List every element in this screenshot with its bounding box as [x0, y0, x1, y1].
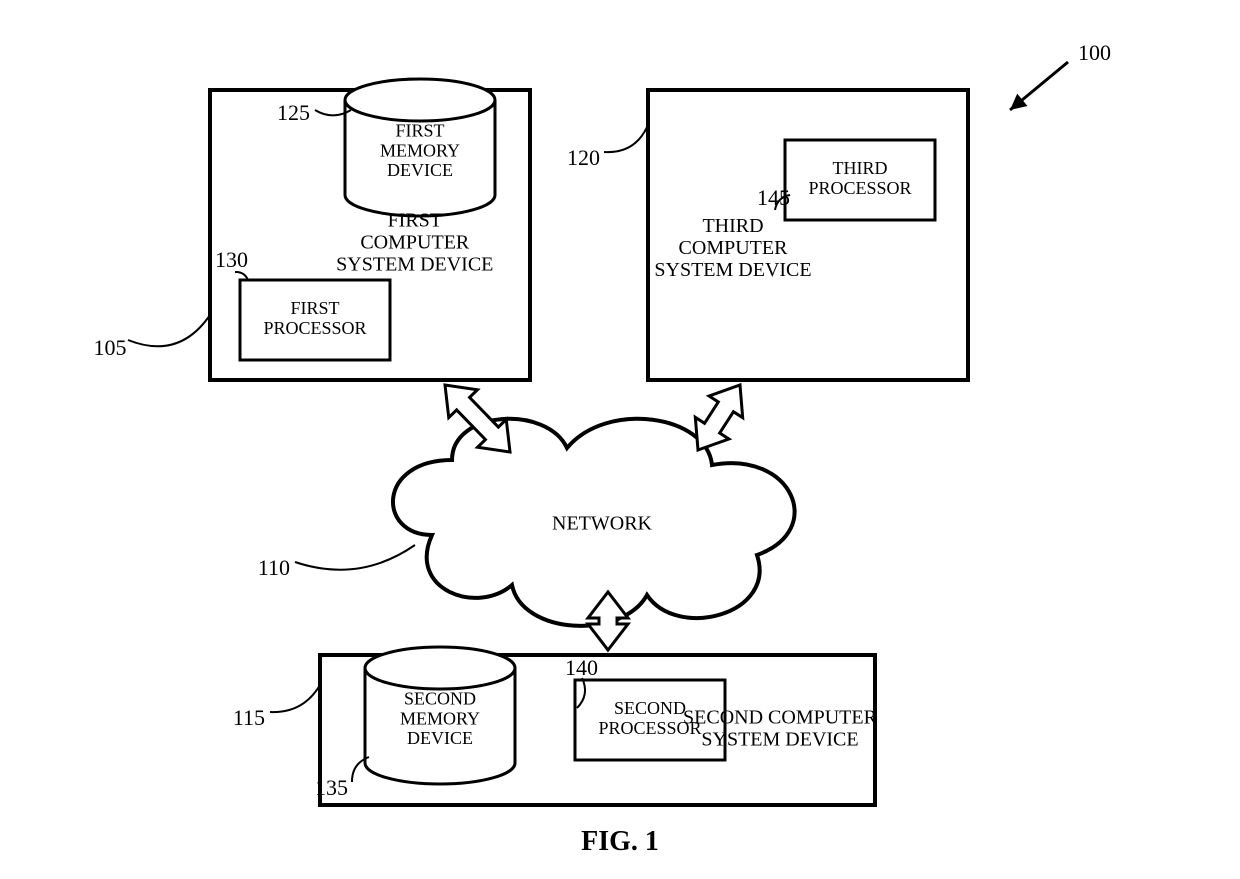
ref-100: 100: [1078, 40, 1111, 65]
ref-145: 145: [757, 185, 790, 210]
second-memory-label: SECONDMEMORYDEVICE: [400, 689, 480, 749]
ref-140: 140: [565, 655, 598, 680]
svg-text:DEVICE: DEVICE: [407, 728, 473, 748]
svg-text:PROCESSOR: PROCESSOR: [808, 178, 911, 198]
lead-110: [295, 545, 415, 570]
svg-text:COMPUTER: COMPUTER: [360, 231, 470, 253]
svg-text:SECOND: SECOND: [404, 689, 476, 709]
ref-110: 110: [258, 555, 290, 580]
third-box: [648, 90, 968, 380]
lead-120: [604, 125, 648, 152]
ref-105: 105: [94, 335, 127, 360]
svg-text:SYSTEM DEVICE: SYSTEM DEVICE: [701, 729, 858, 751]
network-label: NETWORK: [552, 513, 653, 535]
svg-text:MEMORY: MEMORY: [380, 140, 460, 160]
svg-text:NETWORK: NETWORK: [552, 513, 653, 535]
lead-115: [270, 685, 320, 712]
svg-text:SECOND COMPUTER: SECOND COMPUTER: [683, 707, 878, 729]
svg-text:SECOND: SECOND: [614, 698, 686, 718]
figure-caption: FIG. 1: [581, 826, 659, 857]
ref-115: 115: [233, 705, 265, 730]
ref-130: 130: [215, 247, 248, 272]
svg-text:COMPUTER: COMPUTER: [679, 237, 789, 259]
svg-text:DEVICE: DEVICE: [387, 160, 453, 180]
svg-text:SYSTEM DEVICE: SYSTEM DEVICE: [654, 259, 811, 281]
svg-text:THIRD: THIRD: [833, 158, 888, 178]
svg-text:FIRST: FIRST: [395, 121, 444, 141]
svg-text:SYSTEM DEVICE: SYSTEM DEVICE: [336, 253, 493, 275]
arrow-third-network: [695, 385, 742, 450]
svg-text:FIRST: FIRST: [290, 298, 339, 318]
ref-125: 125: [277, 100, 310, 125]
second-box-title: SECOND COMPUTERSYSTEM DEVICE: [683, 707, 878, 751]
ref-135: 135: [315, 775, 348, 800]
lead-105: [128, 315, 210, 346]
svg-text:PROCESSOR: PROCESSOR: [263, 318, 366, 338]
ref-120: 120: [567, 145, 600, 170]
svg-text:MEMORY: MEMORY: [400, 708, 480, 728]
svg-text:FIRST: FIRST: [388, 209, 442, 231]
svg-text:THIRD: THIRD: [702, 215, 763, 237]
